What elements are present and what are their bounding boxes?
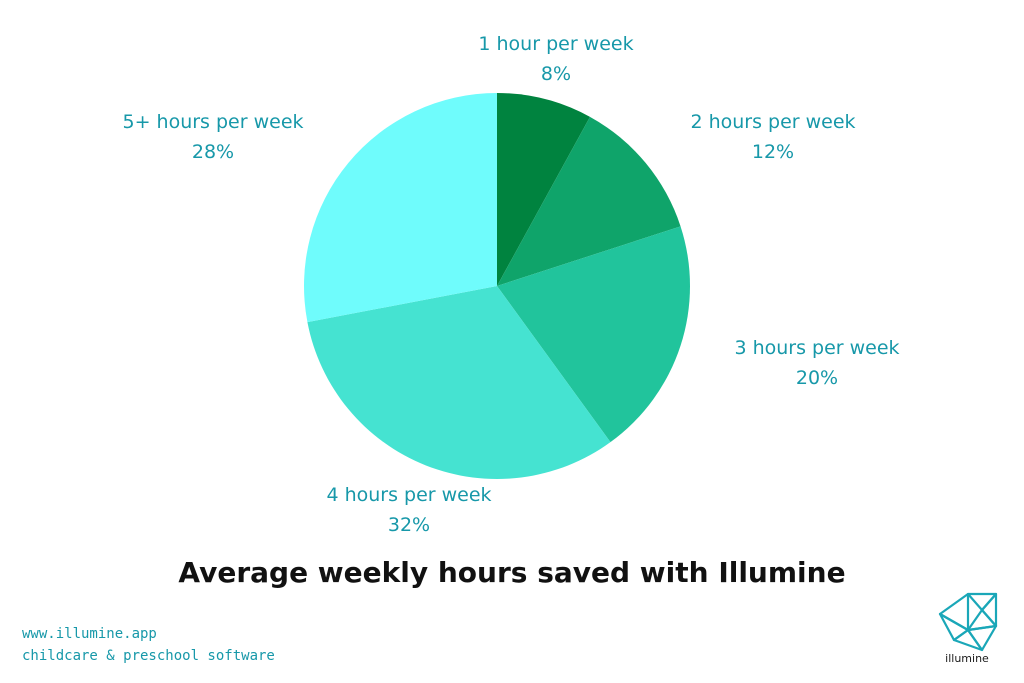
slice-value-label-5: 28% — [192, 141, 234, 163]
triangle-grid-logo-icon — [938, 592, 998, 652]
slice-label-5: 5+ hours per week — [122, 111, 303, 133]
footer-url[interactable]: www.illumine.app — [22, 626, 157, 642]
slice-label-2: 2 hours per week — [690, 111, 855, 133]
slice-labels: 1 hour per week 8% 2 hours per week 12% 3 ho… — [122, 33, 899, 536]
pie-slice-2 — [497, 116, 681, 287]
pie-slice-5 — [303, 92, 497, 323]
logo-text: illumine — [945, 652, 989, 665]
pie-slice-1 — [497, 93, 590, 286]
slice-value-label-2: 12% — [752, 141, 794, 163]
slice-label-1: 1 hour per week — [478, 33, 633, 55]
slice-value-label-3: 20% — [796, 367, 838, 389]
slice-value-label-1: 8% — [541, 63, 571, 85]
slice-label-4: 4 hours per week — [326, 484, 491, 506]
pie-slices — [303, 92, 690, 480]
footer-tagline: childcare & preschool software — [22, 648, 275, 664]
pie-slice-4 — [307, 286, 611, 480]
pie-slice-3 — [497, 226, 690, 443]
chart-title: Average weekly hours saved with Illumine — [178, 556, 846, 589]
slice-label-3: 3 hours per week — [734, 337, 899, 359]
slice-value-label-4: 32% — [388, 514, 430, 536]
